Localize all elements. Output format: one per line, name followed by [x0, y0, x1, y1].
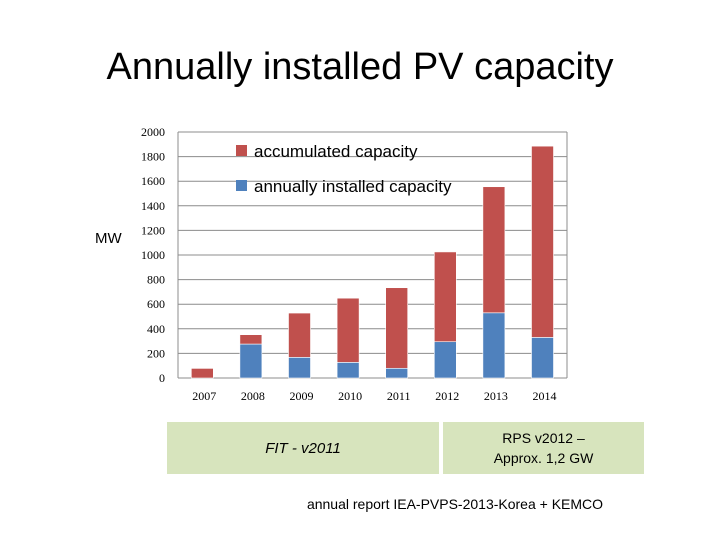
x-tick-label: 2009: [290, 389, 314, 403]
x-tick-label: 2007: [192, 389, 216, 403]
x-tick-label: 2014: [533, 389, 557, 403]
bar-2012-accumulated: [433, 251, 457, 343]
y-tick-label: 800: [147, 273, 165, 287]
bar-2014-accumulated: [531, 145, 554, 338]
bar-2011-accumulated: [385, 287, 409, 369]
bar-2010-accumulated: [336, 297, 360, 363]
bar-2008-accumulated: [239, 334, 263, 345]
x-tick-label: 2010: [338, 389, 362, 403]
y-tick-label: 1400: [141, 199, 165, 213]
legend-swatch: [236, 145, 247, 156]
x-tick-label: 2008: [241, 389, 265, 403]
x-tick-label: 2013: [484, 389, 508, 403]
y-tick-label: 1000: [141, 248, 165, 262]
y-axis-label: MW: [95, 230, 122, 247]
bar-2007-accumulated: [191, 368, 214, 379]
y-tick-label: 1200: [141, 223, 165, 237]
x-tick-label: 2012: [435, 389, 459, 403]
bar-2013-accumulated: [482, 186, 506, 314]
x-tick-labels: 2007 2008 2009 2010 2011 2012 2013 2014: [192, 389, 556, 403]
legend-label: annually installed capacity: [254, 177, 452, 196]
y-tick-label: 1800: [141, 150, 165, 164]
legend-label: accumulated capacity: [254, 142, 418, 161]
bar-2011-annually: [385, 367, 409, 379]
source-note: annual report IEA-PVPS-2013-Korea + KEMC…: [306, 496, 604, 512]
legend-swatch: [236, 180, 247, 191]
y-tick-label: 1600: [141, 174, 165, 188]
y-tick-labels: 0 200 400 600 800 1000 1200 1400 1600 1800 2000: [141, 125, 165, 385]
y-tick-label: 600: [147, 297, 165, 311]
bar-2013-annually: [482, 312, 506, 379]
bar-2012-annually: [433, 341, 457, 379]
gridlines: [178, 131, 567, 379]
axes: [177, 132, 568, 378]
bar-2009-accumulated: [288, 312, 311, 358]
rps-annotation: RPS v2012 – Approx. 1,2 GW: [443, 422, 644, 474]
y-tick-label: 200: [147, 346, 165, 360]
fit-annotation: FIT - v2011: [167, 422, 439, 474]
y-tick-label: 2000: [141, 125, 165, 139]
slide-title: Annually installed PV capacity: [106, 46, 614, 88]
y-tick-label: 0: [159, 371, 165, 385]
bars: [191, 145, 554, 379]
legend: accumulated capacity annually installed c…: [236, 142, 452, 196]
y-tick-label: 400: [147, 322, 165, 336]
bar-2014-annually: [531, 337, 554, 379]
x-tick-label: 2011: [387, 389, 411, 403]
bar-2009-annually: [288, 357, 311, 379]
bar-2010-annually: [336, 362, 360, 379]
bar-2008-annually: [239, 343, 263, 379]
